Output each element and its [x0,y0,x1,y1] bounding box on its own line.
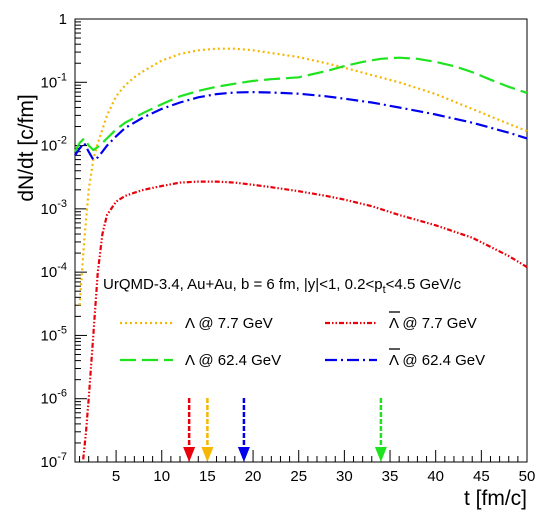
annotation-main: UrQMD-3.4, Au+Au, b = 6 fm, |y|<1, 0.2<p [103,276,383,293]
y-tick-exponent: -1 [57,71,67,83]
x-tick-label: 45 [473,468,490,485]
annotation-rest: <4.5 GeV/c [386,276,462,293]
series-line-0 [78,47,528,306]
marker-arrow-3 [374,398,387,462]
legend-entry-2: Λ @ 62.4 GeV [120,352,281,369]
y-tick-label: 1 [59,11,67,28]
y-tick-exponent: -6 [57,388,67,400]
y-tick-base: 10 [41,74,58,91]
y-tick-exponent: -2 [57,135,67,147]
y-tick-label: 10-3 [41,198,67,218]
y-tick-label: 10-6 [41,388,67,408]
plot-frame [74,18,528,463]
marker-arrow-2 [237,398,250,462]
legend-suffix: @ 62.4 GeV [194,352,281,369]
arrows-layer [183,398,387,462]
x-tick-label: 30 [336,468,353,485]
y-axis-title: dN/dt [c/fm] [15,94,38,201]
annotation: UrQMD-3.4, Au+Au, b = 6 fm, |y|<1, 0.2<p… [103,276,462,296]
y-tick-exponent: -4 [57,261,67,273]
arrow-head [237,447,250,462]
marker-arrow-0 [183,398,196,462]
y-tick-exponent: -7 [57,451,67,463]
x-tick-label: 25 [290,468,307,485]
y-tick-base: 10 [41,138,58,155]
x-tick-label: 40 [427,468,444,485]
y-tick-label: 10-2 [41,135,67,155]
legend-suffix: @ 7.7 GeV [398,315,477,332]
x-tick-label: 20 [245,468,262,485]
arrow-head [374,447,387,462]
y-tick-label: 10-4 [41,261,67,281]
y-tick-base: 10 [41,454,58,471]
x-tick-label: 5 [112,468,120,485]
legend-suffix: @ 7.7 GeV [194,315,273,332]
annotation-subscript: t [383,284,386,296]
y-tick-exponent: -3 [57,198,67,210]
arrow-head [183,447,196,462]
legend-label: Λ @ 7.7 GeV [389,315,477,332]
y-tick-base: 10 [41,201,58,218]
y-tick-label: 10-5 [41,324,67,344]
x-tick-label: 15 [199,468,216,485]
y-tick-base: 10 [41,327,58,344]
series-layer [74,47,528,460]
y-tick-base: 10 [41,264,58,281]
legend-entry-3: Λ @ 62.4 GeV [325,348,485,369]
legend-entry-0: Λ @ 7.7 GeV [120,315,273,332]
legend-entry-1: Λ @ 7.7 GeV [325,311,477,332]
x-tick-label: 35 [382,468,399,485]
x-axis-title: t [fm/c] [464,487,527,510]
legend-particle: Λ [185,352,195,369]
y-tick-label: 10-7 [41,451,67,471]
marker-arrow-1 [201,398,214,462]
series-line-2 [74,56,528,153]
legend-label: Λ @ 7.7 GeV [185,315,273,332]
legend-particle: Λ [185,315,195,332]
y-tick-exponent: -5 [57,324,67,336]
arrow-head [201,447,214,462]
axis-ticks: 5 10 15 20 25 30 35 40 45 50110-110-210-310-410-5… [41,11,536,485]
legend-particle: Λ [389,315,399,332]
x-tick-label: 50 [519,468,536,485]
legend-label: Λ @ 62.4 GeV [389,352,485,369]
series-line-1 [82,180,528,460]
y-tick-base: 10 [41,391,58,408]
series-line-3 [74,90,528,162]
x-tick-label: 10 [153,468,170,485]
y-tick-label: 10-1 [41,71,67,91]
legend-suffix: @ 62.4 GeV [398,352,485,369]
legend-label: Λ @ 62.4 GeV [185,352,281,369]
legend-particle: Λ [389,352,399,369]
